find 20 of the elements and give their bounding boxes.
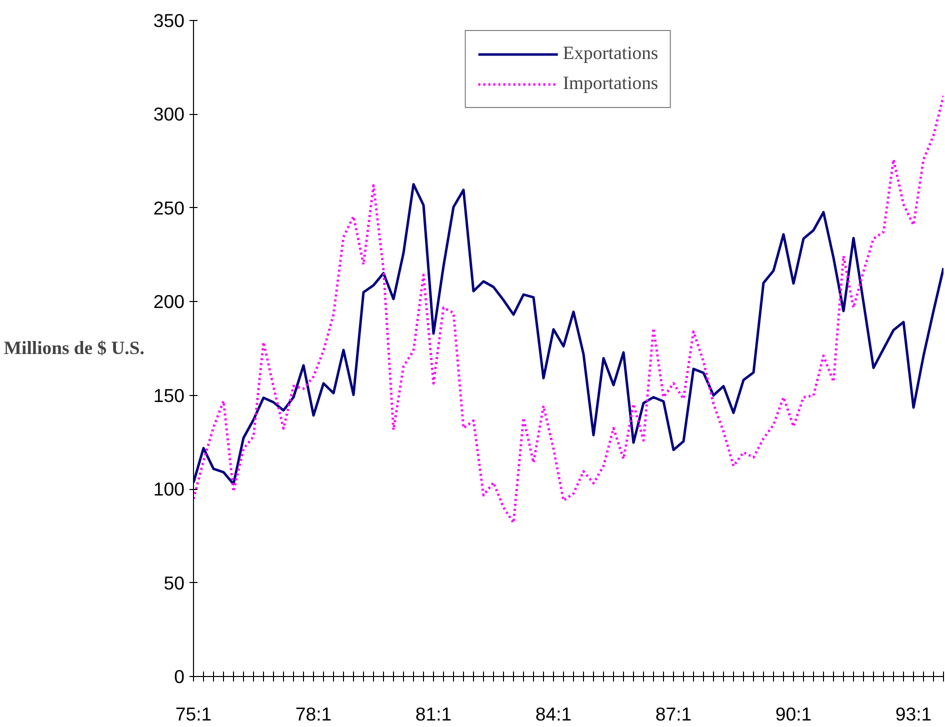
y-tick-label: 0 bbox=[174, 666, 185, 687]
y-tick-label: 350 bbox=[153, 10, 185, 31]
x-tick-label: 87:1 bbox=[655, 704, 692, 724]
line-series bbox=[194, 94, 944, 524]
y-tick-label: 50 bbox=[164, 572, 185, 594]
x-tick-label: 81:1 bbox=[415, 704, 452, 724]
y-tick-label: 300 bbox=[153, 104, 185, 125]
x-tick-label: 93:1 bbox=[895, 704, 932, 724]
y-tick-label: 200 bbox=[153, 291, 185, 312]
x-tick-label: 75:1 bbox=[175, 704, 212, 724]
y-tick-label: 100 bbox=[153, 478, 185, 500]
y-tick-label: 250 bbox=[153, 197, 185, 218]
y-axis-title: Millions de $ U.S. bbox=[4, 338, 144, 359]
legend-label: Exportations bbox=[562, 43, 658, 65]
x-tick-label: 78:1 bbox=[295, 704, 332, 724]
x-tick-label: 90:1 bbox=[775, 704, 812, 724]
x-tick-label: 84:1 bbox=[535, 704, 572, 724]
y-tick-label: 150 bbox=[153, 384, 185, 406]
legend-label: Importations bbox=[562, 73, 658, 95]
line-series bbox=[194, 183, 944, 486]
